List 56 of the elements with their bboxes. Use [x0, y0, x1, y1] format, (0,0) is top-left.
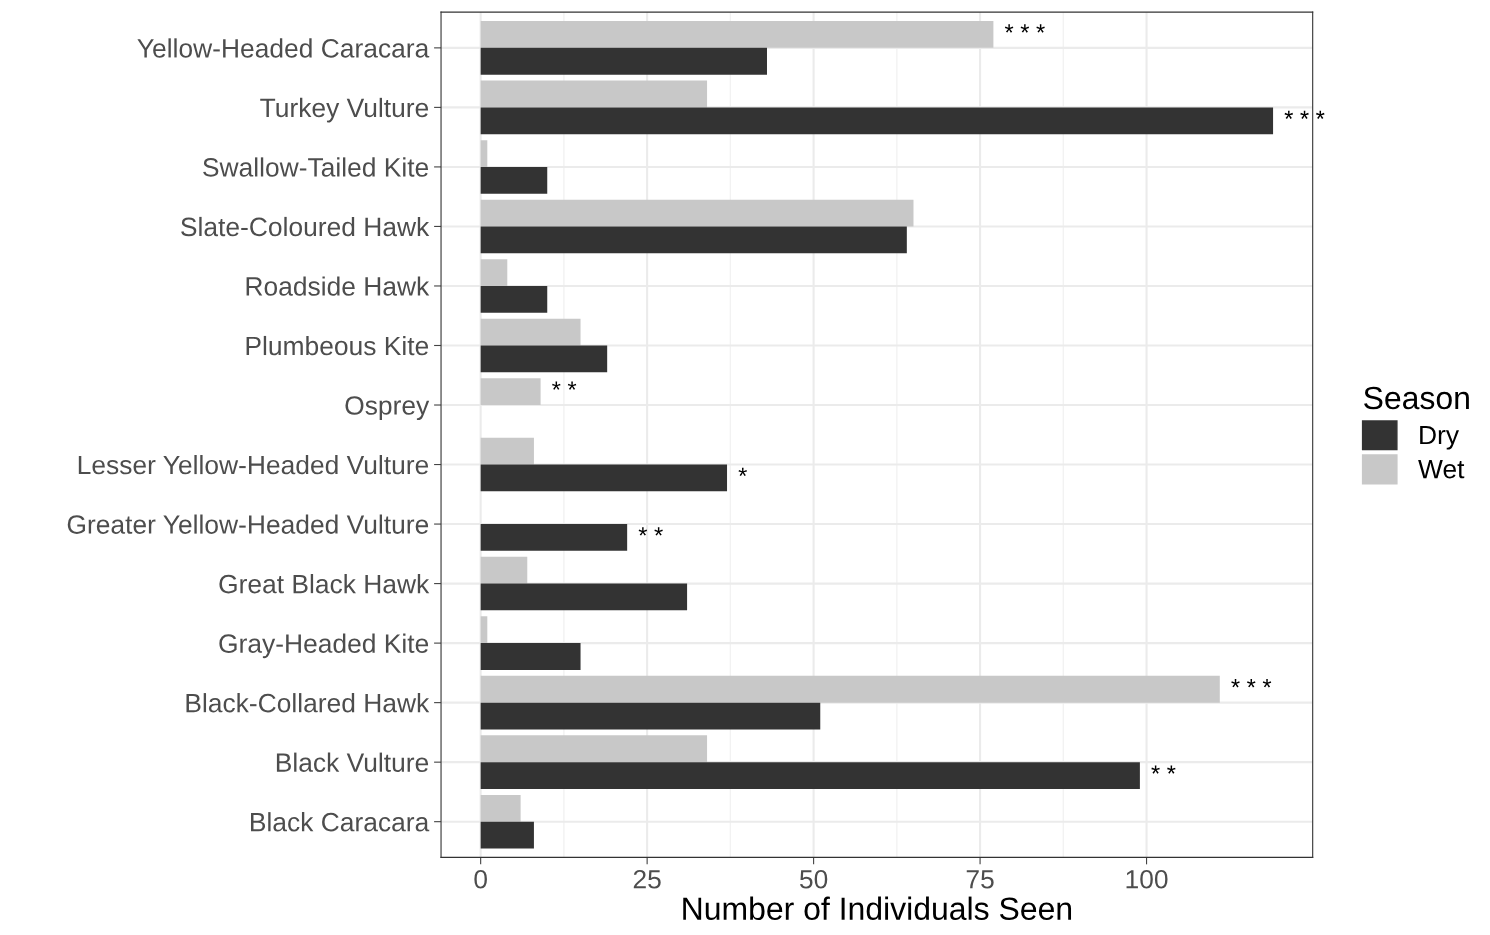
- bar: [480, 318, 581, 346]
- bar: [480, 107, 1274, 135]
- bar: [480, 524, 628, 551]
- bar: [480, 345, 608, 373]
- x-tick-label: 75: [966, 870, 994, 889]
- y-tick-label: Black-Collared Hawk: [186, 693, 430, 713]
- y-tick-label: Slate-Coloured Hawk: [181, 216, 430, 237]
- y-tick-label: Black Caracara: [251, 812, 430, 832]
- y-tick-label: Great Black Hawk: [219, 574, 430, 594]
- bar: [480, 378, 541, 406]
- annotation: * * *: [1004, 24, 1045, 33]
- bar: [480, 140, 488, 167]
- bar: [480, 437, 534, 465]
- legend-title: Season: [1364, 386, 1469, 410]
- bar: [480, 735, 708, 763]
- bar: [480, 464, 728, 492]
- bar: [480, 556, 528, 584]
- bar: [480, 643, 581, 670]
- annotation: * *: [638, 527, 663, 536]
- bar: [480, 583, 688, 611]
- annotation: * * *: [1284, 110, 1325, 119]
- annotation: * * *: [1231, 679, 1272, 688]
- y-tick-label: Black Vulture: [276, 752, 429, 772]
- legend-label: Dry: [1420, 425, 1459, 450]
- bar: [480, 80, 708, 108]
- bar: [480, 21, 994, 48]
- y-tick-label: Plumbeous Kite: [246, 335, 429, 356]
- legend-label: Wet: [1418, 460, 1465, 479]
- y-tick-label: Greater Yellow-Headed Vulture: [67, 514, 429, 534]
- annotation: * *: [552, 381, 577, 390]
- bar: [480, 47, 767, 75]
- bar: [480, 821, 534, 849]
- bar: [480, 166, 548, 194]
- bar: [480, 702, 821, 730]
- bar: [480, 285, 548, 313]
- annotation: *: [738, 467, 747, 477]
- x-axis-title: Number of Individuals Seen: [683, 896, 1072, 921]
- y-tick-label: Yellow-Headed Caracara: [137, 38, 430, 58]
- x-tick-label: 50: [799, 869, 828, 889]
- bar: [480, 226, 907, 254]
- x-tick-label: 0: [474, 869, 487, 889]
- x-tick-label: 100: [1126, 869, 1168, 889]
- y-tick-label: Gray-Headed Kite: [219, 633, 429, 659]
- bar: [480, 616, 488, 644]
- bar: [480, 199, 914, 227]
- y-tick-label: Osprey: [345, 396, 430, 421]
- y-tick-label: Roadside Hawk: [246, 276, 430, 296]
- annotation: * *: [1151, 765, 1176, 774]
- bar: [480, 762, 1140, 789]
- y-tick-label: Turkey Vulture: [260, 97, 429, 123]
- y-tick-label: Lesser Yellow-Headed Vulture: [78, 454, 429, 475]
- x-tick-label: 25: [633, 869, 661, 889]
- bar: [480, 259, 508, 286]
- bar: [480, 794, 521, 822]
- y-tick-label: Swallow-Tailed Kite: [203, 157, 429, 177]
- bar: [480, 675, 1220, 703]
